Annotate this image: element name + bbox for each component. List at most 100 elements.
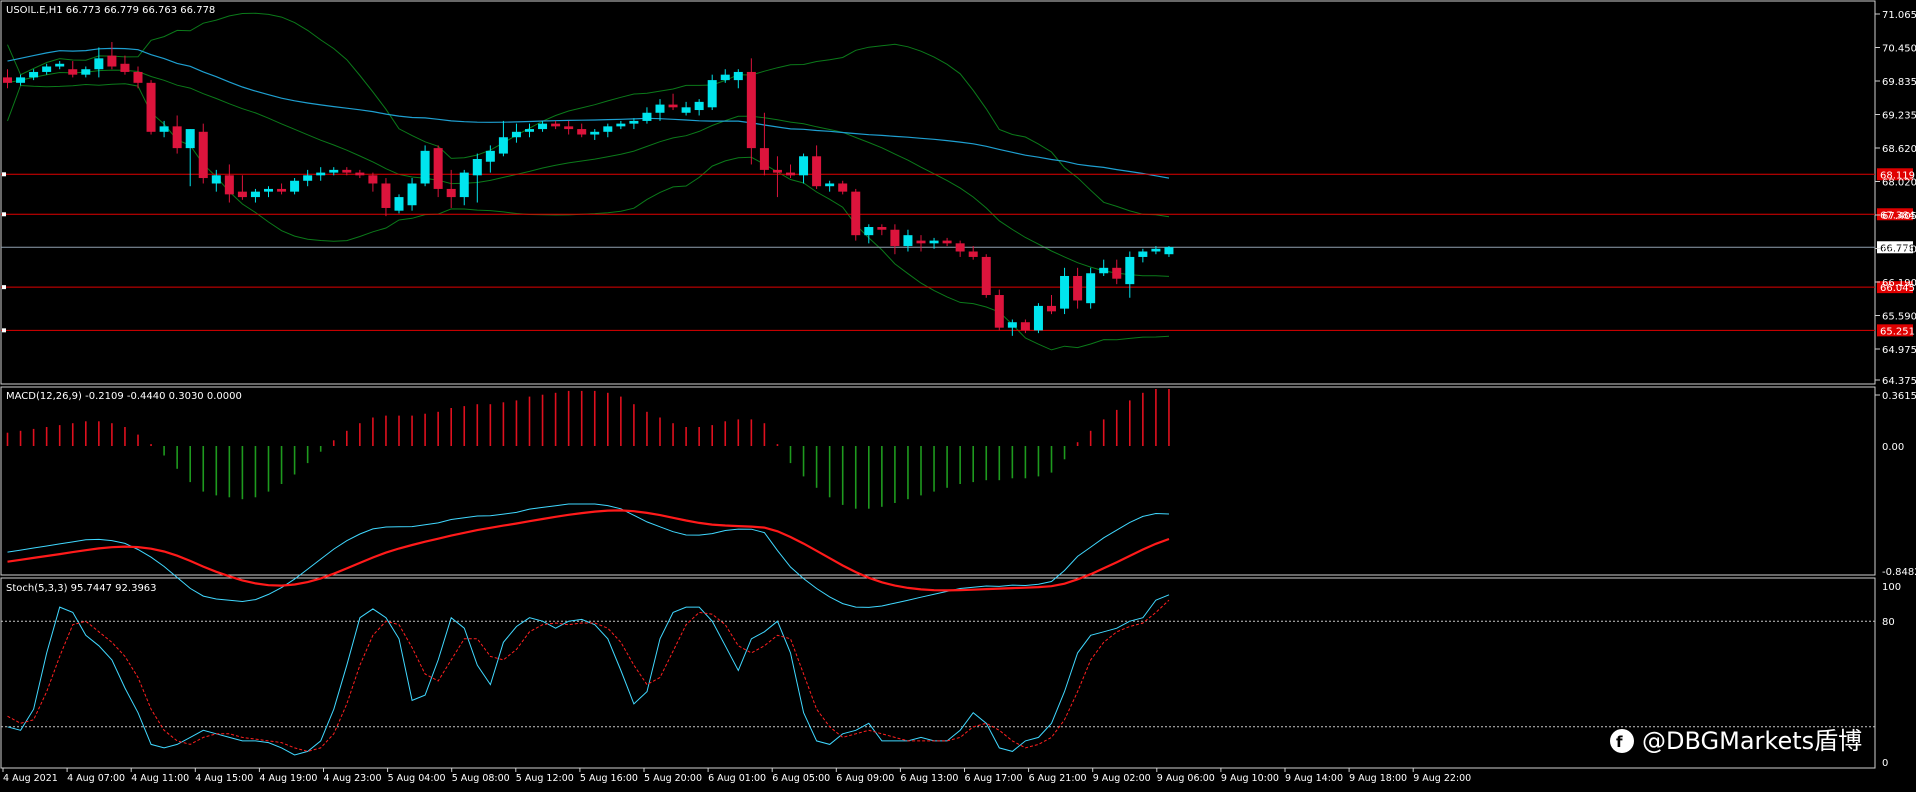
current-price-badge — [1877, 241, 1913, 254]
main-panel-frame — [0, 0, 1876, 385]
stoch-panel-header: Stoch(5,3,3) 95.7447 92.3963 — [6, 583, 157, 594]
current-price-label: 66.778 — [1880, 243, 1915, 254]
time-axis-label: 4 Aug 2021 — [3, 773, 58, 784]
candlestick-series — [3, 42, 1174, 336]
price-axis-label: 71.065 — [1882, 10, 1916, 21]
candle-body — [1020, 322, 1030, 331]
candle-body — [616, 123, 626, 127]
candle-body — [290, 180, 300, 192]
candle-body — [485, 150, 495, 162]
candle-body — [459, 172, 469, 198]
candle-body — [420, 150, 430, 184]
price-axis-label: 68.020 — [1882, 178, 1916, 189]
stoch-panel-frame — [0, 577, 1876, 769]
candle-body — [498, 137, 508, 154]
candle-body — [590, 131, 600, 135]
price-level-label: 66.045 — [1880, 283, 1915, 294]
candle-body — [198, 131, 208, 179]
time-axis-label: 9 Aug 22:00 — [1413, 773, 1471, 784]
bollinger-middle-line — [7, 69, 1170, 277]
macd-panel-frame — [0, 386, 1876, 576]
time-axis-label: 6 Aug 05:00 — [772, 773, 830, 784]
candle-body — [603, 126, 613, 132]
candle-body — [303, 175, 313, 181]
level-anchor-handle[interactable] — [2, 328, 6, 333]
candle-body — [551, 123, 561, 127]
time-axis-label: 4 Aug 11:00 — [131, 773, 189, 784]
moving-average-line — [7, 47, 1170, 179]
time-axis-label: 4 Aug 15:00 — [195, 773, 253, 784]
candle-body — [759, 148, 769, 170]
candle-body — [799, 156, 809, 176]
candle-body — [707, 80, 717, 108]
candle-body — [981, 256, 991, 296]
time-axis-label: 4 Aug 07:00 — [67, 773, 125, 784]
time-axis-label: 9 Aug 18:00 — [1349, 773, 1407, 784]
candle-body — [133, 71, 143, 83]
candle-body — [381, 183, 391, 208]
candle-body — [159, 126, 169, 132]
price-level-badge — [1877, 324, 1913, 337]
time-axis-label: 9 Aug 06:00 — [1157, 773, 1215, 784]
candle-body — [1164, 247, 1174, 255]
weibo-logo-icon — [1610, 729, 1634, 753]
candle-body — [329, 169, 339, 173]
candle-body — [851, 191, 861, 236]
level-anchor-handle[interactable] — [2, 172, 6, 177]
candle-body — [681, 107, 691, 113]
stoch-d-line — [7, 599, 1170, 752]
candle-body — [772, 169, 782, 173]
price-level-label: 65.251 — [1880, 326, 1915, 337]
candle-body — [472, 159, 482, 176]
candle-body — [120, 63, 130, 72]
candle-body — [864, 227, 874, 236]
price-axis-label: 64.975 — [1882, 345, 1916, 356]
stoch-axis-label: 0 — [1882, 758, 1888, 769]
candle-body — [720, 74, 730, 81]
horizontal-levels[interactable]: 68.119 67.384 66.045 65.251 66.778 — [1, 168, 1915, 337]
candle-body — [1033, 305, 1043, 331]
time-axis-label: 5 Aug 08:00 — [452, 773, 510, 784]
macd-main-line — [7, 503, 1170, 608]
candle-body — [903, 235, 913, 247]
candle-body — [68, 69, 78, 75]
candle-body — [1099, 267, 1109, 274]
price-level-badge — [1877, 281, 1913, 294]
price-level-label: 68.119 — [1880, 170, 1915, 181]
price-level-badge — [1877, 208, 1913, 221]
bollinger-upper-line — [7, 12, 1170, 218]
candle-body — [812, 156, 822, 187]
candle-body — [1047, 305, 1056, 312]
time-axis-label: 5 Aug 16:00 — [580, 773, 638, 784]
candle-body — [929, 240, 939, 244]
candle-body — [825, 183, 835, 187]
macd-series — [6, 389, 1170, 608]
candle-body — [1125, 256, 1135, 285]
candle-body — [316, 172, 326, 176]
candle-body — [955, 243, 965, 252]
candle-body — [224, 175, 234, 195]
candle-body — [694, 101, 704, 111]
stoch-axis-label: 80 — [1882, 617, 1895, 628]
candle-body — [877, 227, 887, 230]
weibo-logo-mark: f — [1616, 733, 1623, 751]
level-anchor-handle[interactable] — [2, 212, 6, 217]
candle-body — [355, 172, 365, 176]
price-level-label: 67.384 — [1880, 210, 1915, 221]
time-axis-label: 5 Aug 04:00 — [388, 773, 446, 784]
candle-body — [172, 126, 182, 149]
candle-body — [668, 104, 678, 108]
candle-body — [1007, 322, 1017, 328]
candle-body — [1151, 248, 1161, 252]
candle-body — [642, 112, 652, 121]
level-anchor-handle[interactable] — [2, 285, 6, 290]
macd-signal-line — [7, 509, 1170, 592]
price-axis-label: 70.450 — [1882, 44, 1916, 55]
time-axis-label: 6 Aug 09:00 — [836, 773, 894, 784]
candle-body — [446, 188, 456, 198]
candle-body — [838, 183, 848, 192]
candle-body — [746, 71, 756, 149]
price-axis-label: 67.405 — [1882, 211, 1916, 222]
